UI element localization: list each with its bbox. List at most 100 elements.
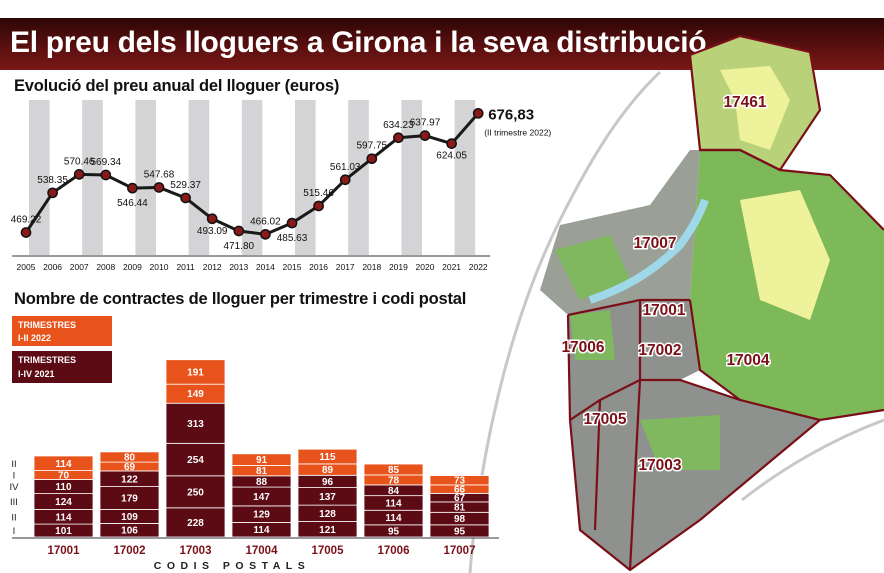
- river: [588, 198, 709, 304]
- quarter-label: III: [10, 497, 18, 508]
- bar-value-label: 179: [121, 494, 138, 505]
- bar-value-label: 96: [322, 477, 334, 488]
- bar-segment: [429, 475, 490, 486]
- bar-value-label: 250: [187, 487, 204, 498]
- postal-zone-label: 17461: [723, 94, 766, 111]
- legend-label-2022: I-II 2022: [18, 333, 51, 343]
- year-tick-label: 2008: [96, 262, 115, 272]
- price-point: [100, 169, 112, 181]
- bar-value-label: 80: [124, 453, 136, 464]
- quarter-label: IV: [10, 482, 20, 493]
- bar-chart-title: Nombre de contractes de lloguer per trim…: [14, 290, 467, 308]
- bar-segment: [165, 475, 226, 509]
- zone-17006-park: [570, 310, 615, 360]
- bar-segment: [297, 448, 358, 465]
- year-tick-label: 2012: [203, 262, 222, 272]
- year-tick-label: 2018: [362, 262, 381, 272]
- price-point: [366, 153, 378, 165]
- price-point: [472, 107, 484, 119]
- year-band: [82, 100, 103, 255]
- price-value-label: 546.44: [117, 198, 148, 209]
- price-point: [153, 182, 165, 193]
- price-point: [47, 187, 58, 199]
- price-value-label: 634.23: [383, 120, 414, 131]
- bar-value-label: 110: [55, 482, 72, 493]
- bar-value-label: 81: [454, 503, 466, 514]
- bar-segment: [231, 453, 292, 466]
- bar-segment: [99, 451, 160, 463]
- price-value-label: 570.46: [64, 156, 95, 167]
- year-tick-label: 2016: [309, 262, 328, 272]
- year-band: [188, 100, 210, 255]
- price-point: [446, 138, 457, 149]
- price-point: [313, 200, 324, 212]
- year-tick-label: 2007: [70, 262, 89, 272]
- quarter-label: I: [13, 471, 16, 482]
- postal-zone-label: 17004: [726, 352, 769, 369]
- year-tick-label: 2011: [176, 262, 195, 272]
- price-value-label: 485.63: [277, 233, 308, 244]
- postal-zone-label: 17005: [583, 411, 626, 428]
- year-tick-label: 2010: [150, 262, 169, 272]
- bar-segment: [165, 402, 226, 444]
- price-point: [73, 169, 85, 180]
- legend-swatch-2022: [12, 316, 112, 346]
- bar-segment: [165, 359, 226, 385]
- price-point: [233, 225, 245, 237]
- price-value-label: 676,83: [488, 106, 534, 123]
- bar-segment: [33, 455, 94, 471]
- zone-17461-fields: [720, 66, 790, 150]
- zone-17007-park: [555, 235, 630, 300]
- quarter-label: II: [11, 459, 16, 470]
- last-value-note: (II trimestre 2022): [484, 127, 551, 137]
- bar-value-label: 91: [256, 455, 268, 466]
- bar-value-label: 88: [256, 477, 268, 488]
- bar-value-label: 89: [322, 465, 334, 476]
- postal-zone-label: 17001: [642, 302, 685, 319]
- bar-value-label: 147: [253, 492, 270, 503]
- price-point: [127, 182, 138, 194]
- price-point: [393, 132, 404, 144]
- bar-value-label: 191: [187, 367, 204, 378]
- bar-value-label: 122: [121, 474, 138, 485]
- bar-value-label: 109: [121, 512, 138, 523]
- page-title: El preu dels lloguers a Girona i la seva…: [10, 26, 707, 59]
- year-tick-label: 2021: [442, 262, 461, 272]
- bar-value-label: 69: [124, 462, 136, 473]
- bar-segment: [363, 463, 424, 476]
- year-band: [135, 100, 156, 255]
- year-tick-label: 2022: [469, 262, 488, 272]
- legend-label-2021: TRIMESTRES: [18, 355, 76, 365]
- postal-zone-label: 17003: [638, 457, 681, 474]
- year-tick-label: 2013: [229, 262, 248, 272]
- bar-value-label: 313: [187, 419, 204, 430]
- year-tick-label: 2006: [43, 262, 62, 272]
- postal-code-label: 17001: [48, 545, 81, 557]
- district-borders: [566, 34, 884, 572]
- price-point: [286, 217, 298, 229]
- line-chart-title: Evolució del preu anual del lloguer (eur…: [14, 77, 340, 95]
- price-value-label: 493.09: [197, 226, 228, 237]
- postal-code-label: 17006: [378, 545, 410, 557]
- bar-value-label: 128: [319, 509, 336, 520]
- price-point: [206, 213, 218, 225]
- year-band: [454, 100, 476, 255]
- postal-zone-label: 17006: [561, 339, 604, 356]
- postal-zone-label: 17002: [638, 342, 681, 359]
- road-east: [741, 418, 884, 502]
- zone-17004-fields: [740, 190, 830, 320]
- legend-label-2022: TRIMESTRES: [18, 320, 76, 330]
- price-value-label: 597.75: [357, 141, 388, 152]
- quarter-label: II: [11, 512, 16, 523]
- bar-value-label: 228: [187, 518, 204, 529]
- bar-value-label: 254: [187, 455, 204, 466]
- year-tick-label: 2009: [123, 262, 142, 272]
- bar-value-label: 129: [253, 510, 270, 521]
- price-value-label: 624.05: [436, 151, 467, 162]
- year-band: [401, 100, 422, 255]
- price-point: [180, 192, 191, 204]
- postal-code-label: 17004: [246, 545, 279, 557]
- bar-value-label: 70: [58, 471, 70, 482]
